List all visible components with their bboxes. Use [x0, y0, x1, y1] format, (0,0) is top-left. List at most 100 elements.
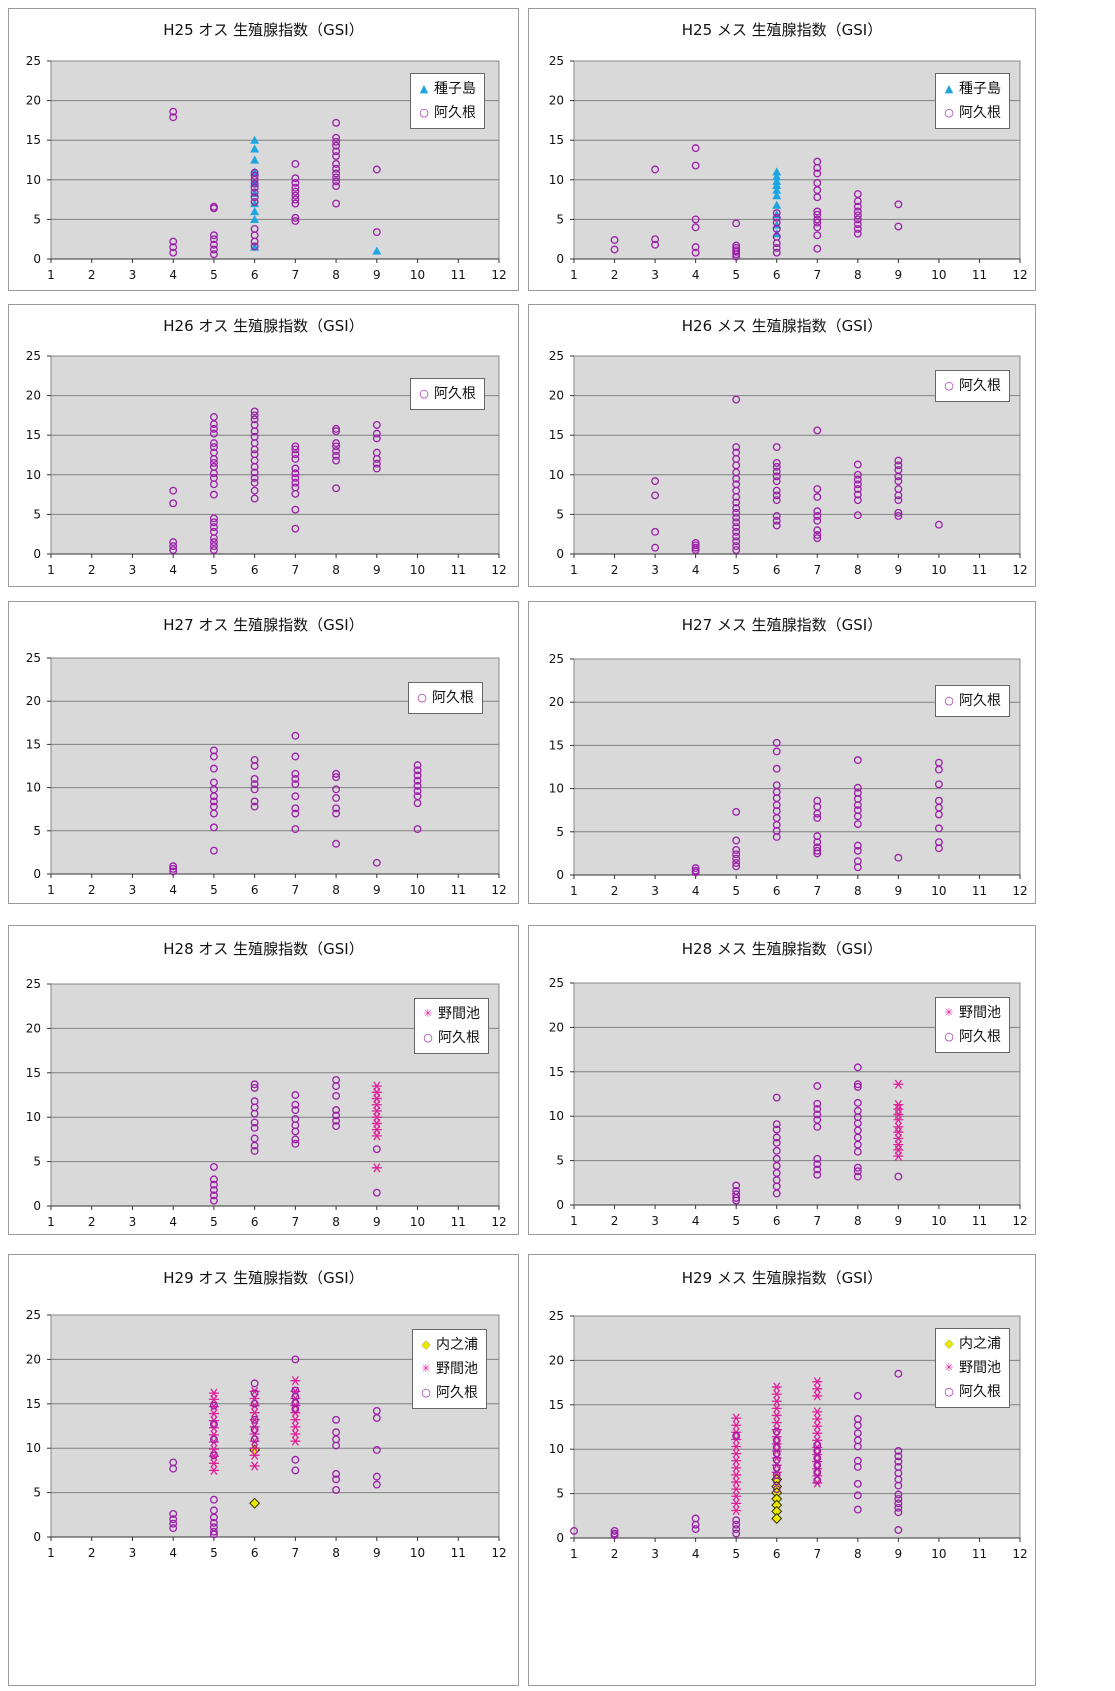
data-point-akune [772, 738, 781, 747]
data-point-akune [209, 1513, 218, 1522]
data-point-akune [894, 1526, 903, 1534]
data-point-akune [853, 207, 862, 216]
data-point-akune [209, 1186, 218, 1194]
data-point-akune [732, 252, 741, 261]
x-tick-label: 7 [292, 883, 300, 897]
data-point-akune [772, 516, 781, 525]
chart-panel: H26 メス 生殖腺指数（GSI） 0 5 10 15 20 25 1 2 3 4 5 6 7 8 9 10 11… [528, 304, 1036, 587]
data-point-akune [209, 792, 218, 801]
data-point-akune [209, 1435, 218, 1444]
data-point-akune [732, 537, 741, 546]
y-tick-label: 10 [26, 1110, 41, 1124]
x-tick-label: 6 [773, 1214, 781, 1228]
data-point-akune [732, 498, 741, 507]
x-tick-label: 12 [491, 1546, 506, 1560]
data-point-akune [169, 1524, 178, 1533]
data-point-nomaike [290, 1429, 301, 1439]
data-point-akune [250, 1123, 259, 1132]
data-point-akune [853, 1505, 862, 1514]
data-point-akune [209, 542, 218, 551]
akune-marker-icon: ○ [944, 106, 954, 119]
data-point-akune [732, 845, 741, 854]
y-tick-label: 5 [556, 1154, 564, 1168]
x-tick-label: 10 [931, 1214, 946, 1228]
x-tick-label: 9 [895, 563, 903, 577]
data-point-akune [772, 467, 781, 476]
data-point-akune [813, 223, 822, 232]
data-point-akune [332, 1091, 341, 1100]
x-tick-label: 1 [570, 268, 578, 282]
data-point-akune [813, 193, 822, 202]
data-point-akune [813, 1165, 822, 1174]
x-tick-label: 12 [1012, 563, 1027, 577]
data-point-akune [372, 1414, 381, 1422]
data-point-akune [332, 177, 341, 186]
chart-panel: H26 オス 生殖腺指数（GSI） 0 5 10 15 20 25 1 2 3 4 5 6 7 8 9 10 11… [8, 304, 519, 587]
uchinoura-marker-icon: ◆ [944, 1337, 954, 1350]
data-point-nomaike [812, 1377, 823, 1387]
data-point-tanegashima [772, 172, 782, 181]
x-tick-label: 9 [895, 1214, 903, 1228]
data-point-akune [250, 802, 259, 811]
data-point-akune [772, 1138, 781, 1147]
x-tick-label: 1 [570, 1214, 578, 1228]
data-point-akune [332, 164, 341, 173]
legend-label: 阿久根 [959, 693, 1001, 709]
data-point-akune [372, 1188, 381, 1197]
y-tick-label: 5 [33, 1486, 41, 1500]
data-point-akune [291, 1106, 300, 1115]
y-tick-label: 5 [33, 1155, 41, 1169]
data-point-akune [413, 766, 422, 775]
data-point-akune [813, 1105, 822, 1114]
data-point-nomaike [208, 1430, 219, 1440]
data-point-akune [209, 1420, 218, 1429]
data-point-akune [691, 161, 700, 170]
y-tick-label: 20 [26, 694, 41, 708]
x-tick-label: 6 [773, 563, 781, 577]
data-point-akune [372, 1472, 381, 1481]
data-point-akune [570, 1526, 578, 1535]
data-point-akune [853, 820, 862, 828]
data-point-akune [169, 499, 178, 508]
chart-title: H27 メス 生殖腺指数（GSI） [681, 616, 883, 634]
data-point-akune [169, 1509, 178, 1518]
x-tick-label: 2 [611, 884, 619, 898]
data-point-akune [291, 1355, 300, 1364]
legend-entry: ○ 阿久根 [942, 1025, 1001, 1049]
data-point-akune [209, 518, 218, 527]
x-tick-label: 11 [451, 1215, 466, 1229]
data-point-akune [332, 137, 341, 146]
data-point-akune [291, 731, 300, 740]
data-point-akune [813, 846, 822, 855]
tanegashima-marker-icon: ▲ [944, 82, 954, 95]
data-point-akune [250, 415, 259, 424]
y-tick-label: 10 [549, 468, 564, 482]
x-tick-label: 8 [854, 884, 862, 898]
x-tick-label: 9 [373, 268, 381, 282]
data-point-akune [332, 809, 341, 818]
x-tick-label: 6 [251, 1215, 259, 1229]
data-point-akune [813, 838, 822, 847]
x-tick-label: 2 [611, 563, 619, 577]
data-point-akune [772, 443, 781, 452]
x-tick-label: 10 [410, 1215, 425, 1229]
data-point-nomaike [812, 1384, 823, 1394]
data-point-akune [372, 165, 381, 174]
y-tick-label: 0 [556, 547, 564, 561]
data-point-akune [332, 1441, 341, 1450]
tanegashima-marker-icon: ▲ [419, 82, 429, 95]
legend-label: 種子島 [959, 81, 1001, 97]
data-point-akune [934, 810, 943, 819]
data-point-akune [691, 248, 700, 257]
legend-label: 野間池 [438, 1006, 480, 1022]
data-point-akune [291, 179, 300, 187]
data-point-akune [332, 1111, 341, 1120]
data-point-uchinoura [771, 1512, 783, 1524]
x-tick-label: 3 [651, 1214, 659, 1228]
data-point-akune [250, 486, 259, 495]
data-point-akune [813, 526, 822, 535]
x-tick-label: 12 [1012, 268, 1027, 282]
y-tick-label: 25 [549, 54, 564, 68]
